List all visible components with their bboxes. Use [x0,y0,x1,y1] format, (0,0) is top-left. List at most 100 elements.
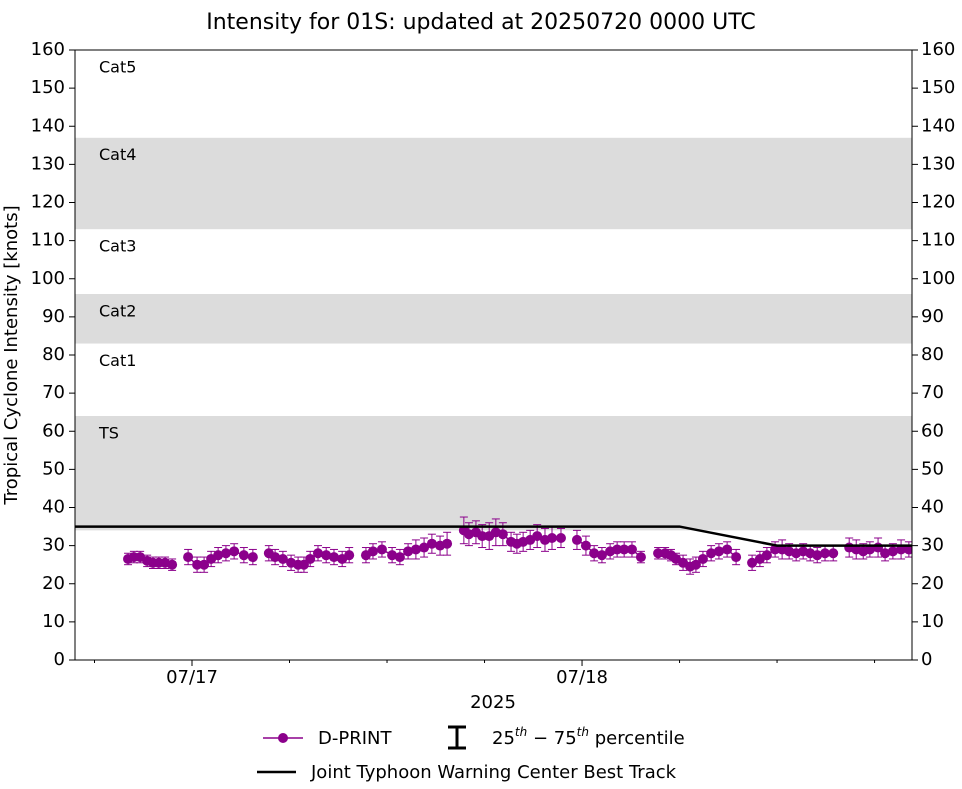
category-label: Cat2 [99,302,136,321]
data-point [403,546,414,557]
data-point [761,550,772,561]
category-label: Cat4 [99,145,136,164]
y-tick-label: 10 [42,611,65,632]
chart-title: Intensity for 01S: updated at 20250720 0… [206,10,756,35]
y-tick-label: 40 [42,497,65,518]
category-band [75,294,912,344]
y2-tick-label: 100 [921,268,955,289]
data-point [477,531,488,542]
legend-label-part: percentile [589,728,685,749]
data-point [713,546,724,557]
y-tick-label: 160 [31,39,65,60]
category-label: TS [98,424,119,443]
data-point [612,544,623,555]
y2-tick-label: 140 [921,115,955,136]
y-tick-label: 90 [42,306,65,327]
y-tick-label: 20 [42,573,65,594]
y2-tick-label: 30 [921,535,944,556]
data-point [220,548,231,559]
data-point [887,546,898,557]
data-point [247,552,258,563]
y2-tick-label: 80 [921,344,944,365]
data-point [167,559,178,570]
y-tick-label: 80 [42,344,65,365]
data-point [312,548,323,559]
legend-label-part: − 75 [527,728,576,749]
y2-tick-label: 120 [921,192,955,213]
y-tick-label: 140 [31,115,65,136]
data-point [820,548,831,559]
plot-area [75,50,912,575]
data-point [410,544,421,555]
legend-marker [278,733,288,743]
y2-tick-label: 90 [921,306,944,327]
y2-tick-label: 10 [921,611,944,632]
data-point [497,529,508,540]
y-tick-label: 30 [42,535,65,556]
data-point [394,552,405,563]
data-point [706,548,717,559]
data-point [442,538,453,549]
category-band [75,343,912,416]
data-point [596,550,607,561]
y2-tick-label: 150 [921,77,955,98]
category-band [75,416,912,531]
y-tick-label: 110 [31,230,65,251]
data-point [697,553,708,564]
data-point [589,548,600,559]
y2-tick-label: 0 [921,649,932,670]
y-tick-label: 60 [42,420,65,441]
y-tick-label: 70 [42,382,65,403]
x-tick-label: 07/18 [556,667,608,688]
category-label: Cat1 [99,351,136,370]
data-point [626,544,637,555]
category-label: Cat5 [99,58,136,77]
data-point [653,548,664,559]
data-point [321,550,332,561]
y-axis-label: Tropical Cyclone Intensity [knots] [1,205,22,505]
legend-label-part: th [577,725,589,739]
data-point [690,559,701,570]
data-point [387,550,398,561]
data-point [635,552,646,563]
y2-tick-label: 70 [921,382,944,403]
legend-label-part: th [515,725,527,739]
y-tick-label: 50 [42,458,65,479]
data-point [547,533,558,543]
data-point [277,553,288,564]
legend-label: Joint Typhoon Warning Center Best Track [310,762,677,783]
y2-tick-label: 160 [921,39,955,60]
data-point [532,531,543,542]
data-point [896,544,907,555]
y2-tick-label: 130 [921,153,955,174]
data-point [367,546,378,557]
y2-tick-label: 40 [921,497,944,518]
data-point [328,552,339,563]
legend-label: 25th − 75th percentile [492,725,685,750]
category-band [75,229,912,294]
y2-tick-label: 20 [921,573,944,594]
y-tick-label: 100 [31,268,65,289]
legend-label-part: 25 [492,728,515,749]
data-point [580,540,591,551]
data-point [344,550,355,561]
data-point [419,542,430,553]
y2-tick-label: 50 [921,458,944,479]
data-point [229,546,240,557]
category-label: Cat3 [99,237,136,256]
data-point [619,544,630,555]
data-point [770,544,781,555]
category-band [75,137,912,230]
y-tick-label: 150 [31,77,65,98]
data-point [199,559,210,570]
data-point [305,553,316,564]
data-point [571,534,582,545]
data-point [828,548,839,559]
y-tick-label: 120 [31,192,65,213]
legend-label: D-PRINT [318,728,392,749]
data-point [192,559,203,570]
data-point [731,552,742,563]
data-point [747,557,758,568]
x-axis-label: 2025 [470,692,516,713]
